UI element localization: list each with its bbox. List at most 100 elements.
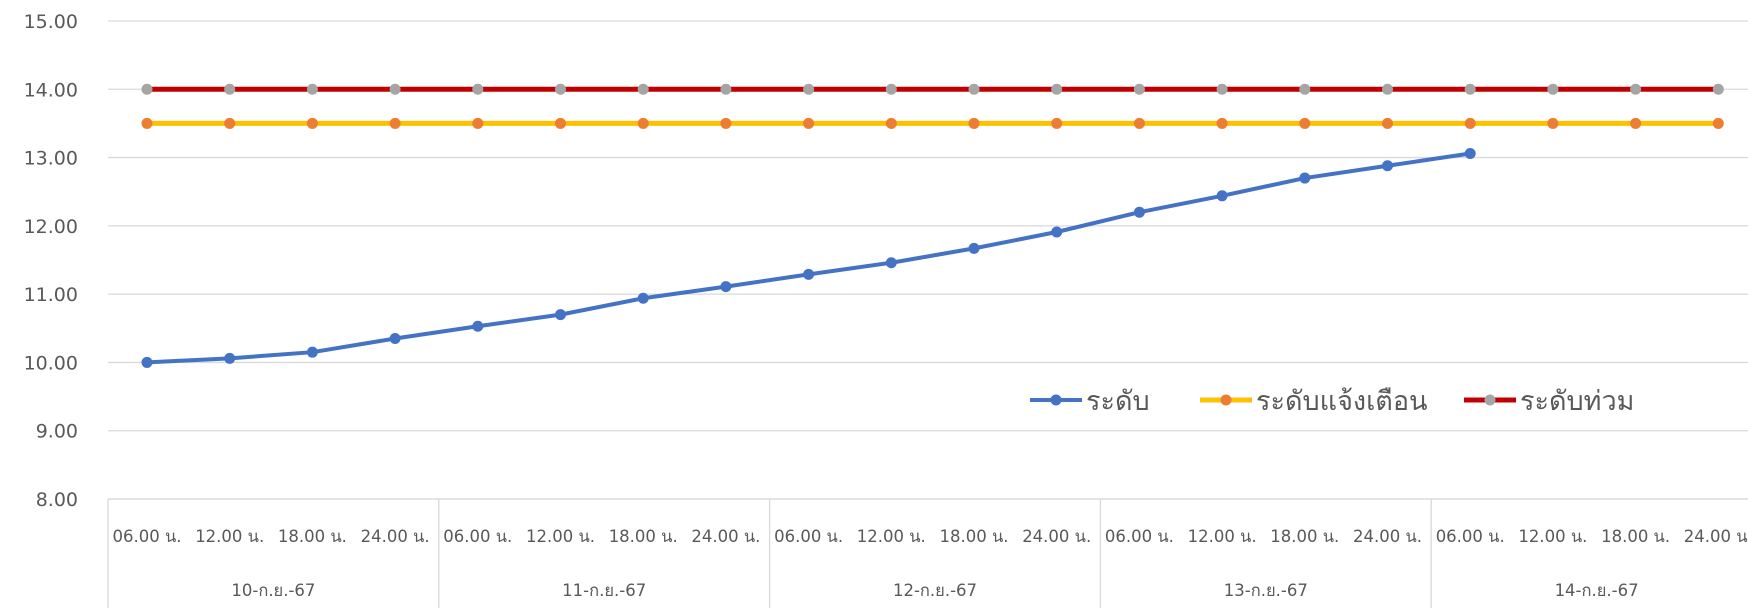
- data-point: [968, 117, 980, 129]
- data-point: [637, 117, 649, 129]
- data-point: [1051, 226, 1063, 238]
- x-tick-label: 12.00 น.: [526, 527, 595, 546]
- data-point: [1630, 83, 1642, 95]
- data-point: [1464, 117, 1476, 129]
- x-tick-label: 12.00 น.: [1188, 527, 1257, 546]
- x-tick-label: 06.00 น.: [1105, 527, 1174, 546]
- data-point: [224, 83, 236, 95]
- data-point: [1382, 160, 1393, 172]
- data-point: [1464, 83, 1476, 95]
- legend-label: ระดับแจ้งเตือน: [1256, 386, 1428, 417]
- data-point: [1299, 83, 1311, 95]
- data-point: [1299, 172, 1311, 184]
- x-tick-label: 24.00 น.: [1022, 527, 1091, 546]
- data-point: [1051, 83, 1063, 95]
- data-point: [306, 117, 318, 129]
- data-point: [1712, 117, 1724, 129]
- x-tick-label: 18.00 น.: [609, 527, 678, 546]
- legend-label: ระดับท่วม: [1520, 386, 1634, 417]
- x-tick-label: 06.00 น.: [443, 527, 512, 546]
- data-point: [1216, 117, 1228, 129]
- data-point: [555, 83, 566, 95]
- data-point: [1133, 206, 1145, 218]
- data-point: [306, 346, 318, 358]
- data-point: [141, 83, 153, 95]
- data-point: [803, 268, 815, 280]
- legend-marker: [1050, 394, 1062, 406]
- x-date-label: 12-ก.ย.-67: [893, 581, 977, 600]
- data-point: [720, 117, 732, 129]
- data-point: [555, 117, 566, 129]
- data-point: [1464, 147, 1476, 159]
- y-tick-label: 11.00: [24, 284, 78, 306]
- data-point: [1382, 117, 1393, 129]
- series-line: [145, 151, 1473, 365]
- x-tick-label: 12.00 น.: [195, 527, 264, 546]
- data-point: [637, 292, 649, 304]
- x-tick-label: 24.00 น.: [1684, 527, 1748, 546]
- data-point: [224, 117, 236, 129]
- data-point: [1133, 83, 1145, 95]
- x-tick-label: 18.00 น.: [939, 527, 1008, 546]
- data-point: [306, 83, 318, 95]
- data-point: [1216, 83, 1228, 95]
- x-tick-label: 06.00 น.: [774, 527, 843, 546]
- data-point: [1133, 117, 1145, 129]
- x-date-label: 10-ก.ย.-67: [231, 581, 315, 600]
- y-tick-label: 8.00: [36, 489, 78, 511]
- x-date-label: 14-ก.ย.-67: [1555, 581, 1639, 600]
- data-point: [1547, 117, 1559, 129]
- x-date-label: 11-ก.ย.-67: [562, 581, 646, 600]
- legend-marker: [1220, 394, 1232, 406]
- x-tick-label: 24.00 น.: [361, 527, 430, 546]
- x-tick-label: 24.00 น.: [1353, 527, 1422, 546]
- y-tick-label: 14.00: [24, 79, 78, 101]
- data-point: [1630, 117, 1642, 129]
- x-tick-label: 06.00 น.: [1436, 527, 1505, 546]
- x-tick-label: 12.00 น.: [857, 527, 926, 546]
- x-date-label: 13-ก.ย.-67: [1224, 581, 1308, 600]
- y-axis: 8.00 9.00 10.00 11.00 12.00 13.00 14.00 15.00: [24, 11, 78, 511]
- x-tick-label: 18.00 น.: [1601, 527, 1670, 546]
- x-tick-label: 12.00 น.: [1518, 527, 1587, 546]
- data-point: [720, 83, 732, 95]
- y-tick-label: 10.00: [24, 352, 78, 374]
- x-tick-label: 18.00 น.: [1270, 527, 1339, 546]
- x-tick-label: 18.00 น.: [278, 527, 347, 546]
- data-point: [555, 309, 566, 321]
- data-point: [885, 117, 897, 129]
- data-point: [1547, 83, 1559, 95]
- data-point: [141, 356, 153, 368]
- data-point: [968, 83, 980, 95]
- data-point: [885, 83, 897, 95]
- data-point: [472, 117, 484, 129]
- data-point: [1382, 83, 1393, 95]
- data-point: [389, 117, 401, 129]
- plot-area: [141, 83, 1724, 368]
- legend-label: ระดับ: [1086, 386, 1150, 417]
- x-tick-label: 06.00 น.: [112, 527, 181, 546]
- data-point: [472, 83, 484, 95]
- data-point: [1051, 117, 1063, 129]
- data-point: [637, 83, 649, 95]
- data-point: [720, 281, 732, 293]
- data-point: [472, 320, 484, 332]
- y-tick-label: 13.00: [24, 148, 78, 170]
- data-point: [803, 83, 815, 95]
- data-point: [389, 333, 401, 345]
- data-point: [141, 117, 153, 129]
- legend-marker: [1484, 394, 1496, 406]
- y-tick-label: 9.00: [36, 421, 78, 443]
- gridlines: [108, 20, 1748, 500]
- data-point: [224, 352, 236, 364]
- data-point: [1712, 83, 1724, 95]
- x-axis: 06.00 น. 12.00 น. 18.00 น. 24.00 น. 06.00 น.…: [107, 498, 1748, 608]
- data-point: [389, 83, 401, 95]
- data-point: [1299, 117, 1311, 129]
- data-point: [1216, 190, 1228, 202]
- data-point: [968, 242, 980, 254]
- data-point: [803, 117, 815, 129]
- y-tick-label: 12.00: [24, 216, 78, 238]
- legend: ระดับ ระดับแจ้งเตือน ระดับท่วม: [1030, 386, 1634, 417]
